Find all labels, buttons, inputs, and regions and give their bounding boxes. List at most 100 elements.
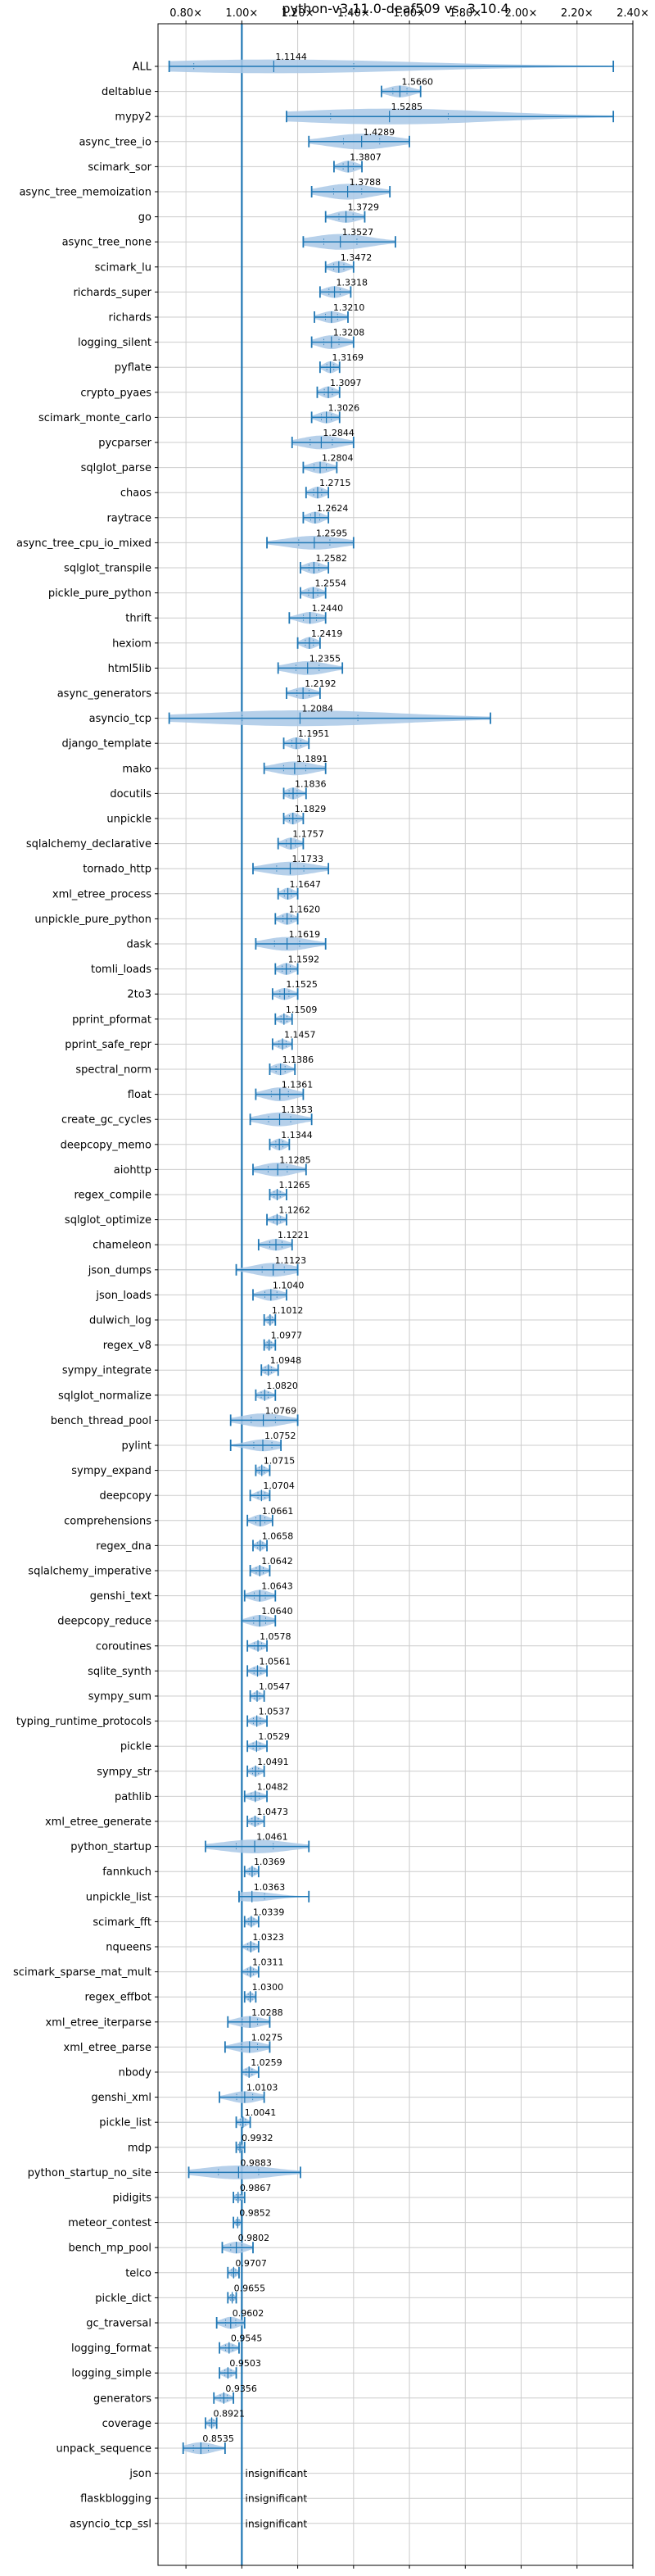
benchmark-label: nqueens	[106, 1942, 151, 1954]
benchmark-label: pickle_pure_python	[48, 587, 151, 600]
mean-value-label: 0.9602	[233, 2308, 264, 2319]
mean-value-label: 1.0473	[256, 1807, 288, 1817]
benchmark-label: pylint	[121, 1440, 151, 1453]
benchmark-label: hexiom	[112, 637, 151, 650]
benchmark-label: scimark_monte_carlo	[38, 412, 151, 424]
benchmark-label: genshi_text	[90, 1590, 151, 1603]
mean-value-label: 0.9932	[242, 2133, 273, 2143]
mean-value-label: 1.1221	[278, 1230, 309, 1240]
benchmark-label: pprint_safe_repr	[65, 1039, 151, 1051]
benchmark-label: richards_super	[73, 287, 151, 299]
benchmark-label: pickle_list	[99, 2117, 151, 2129]
benchmark-label: tornado_http	[83, 864, 151, 876]
benchmark-label: asyncio_tcp	[89, 713, 151, 725]
mean-value-label: 1.1123	[275, 1255, 307, 1266]
benchmark-label: float	[128, 1089, 151, 1101]
mean-value-label: 0.9852	[239, 2208, 271, 2219]
mean-value-label: 1.3026	[328, 402, 360, 413]
benchmark-label: logging_silent	[78, 337, 151, 349]
mean-value-label: 1.2624	[317, 503, 349, 514]
mean-value-label: 1.3318	[337, 277, 368, 288]
mean-value-label: 1.1265	[279, 1180, 311, 1190]
benchmark-label: richards	[109, 312, 152, 324]
mean-value-label: 1.0661	[262, 1506, 294, 1517]
mean-value-label: 1.2355	[309, 653, 341, 664]
benchmark-label: logging_format	[71, 2342, 151, 2355]
benchmark-label: bench_thread_pool	[51, 1415, 151, 1427]
benchmark-label: async_tree_memoization	[19, 187, 151, 199]
mean-value-label: 1.0482	[257, 1781, 289, 1792]
mean-value-label: 0.9802	[238, 2233, 270, 2243]
x-tick-label-top: 2.20×	[561, 7, 594, 20]
benchmark-label: deepcopy_reduce	[57, 1616, 151, 1628]
benchmark-label: mypy2	[115, 111, 151, 124]
benchmark-label: async_tree_io	[79, 136, 151, 148]
x-tick-label-top: 1.80×	[449, 7, 481, 20]
mean-value-label: 1.0300	[252, 1982, 284, 1993]
x-tick-label-top: 1.00×	[225, 7, 258, 20]
mean-value-label: 1.2554	[314, 578, 346, 589]
benchmark-label: typing_runtime_protocols	[16, 1716, 151, 1728]
mean-value-label: 1.0752	[264, 1431, 296, 1441]
benchmark-label: xml_etree_iterparse	[45, 2016, 151, 2029]
mean-value-label: 0.9503	[229, 2358, 261, 2369]
benchmark-label: async_tree_none	[62, 237, 151, 249]
benchmark-label: logging_simple	[71, 2368, 151, 2380]
benchmark-label: async_generators	[57, 688, 152, 701]
mean-value-label: 1.1344	[281, 1130, 313, 1141]
mean-value-label: 1.3169	[332, 352, 364, 363]
mean-value-label: 1.0363	[254, 1882, 286, 1893]
benchmark-label: raytrace	[106, 512, 151, 524]
benchmark-label: chameleon	[93, 1240, 151, 1252]
benchmark-label: sympy_str	[97, 1766, 151, 1778]
benchmark-label: regex_dna	[96, 1540, 151, 1553]
benchmark-label: go	[138, 211, 151, 224]
mean-value-label: 1.1525	[286, 979, 318, 990]
mean-value-label: 1.2419	[311, 628, 343, 639]
chart-title: python-v3.11.0-deaf509 vs. 3.10.4	[282, 1, 508, 16]
mean-value-label: 1.0529	[258, 1731, 290, 1742]
mean-value-label: 1.1757	[292, 829, 324, 840]
benchmark-label: coroutines	[96, 1640, 151, 1653]
benchmark-label: pathlib	[115, 1791, 151, 1803]
benchmark-label: regex_effbot	[84, 1992, 151, 2004]
mean-value-label: 1.0461	[256, 1832, 288, 1843]
mean-value-label: 1.1386	[282, 1054, 314, 1065]
mean-value-label: 1.3807	[350, 152, 382, 162]
mean-value-label: 1.2804	[322, 453, 354, 464]
benchmark-label: mdp	[128, 2142, 151, 2154]
benchmark-label: spectral_norm	[75, 1064, 151, 1077]
benchmark-label: thrift	[125, 613, 151, 625]
mean-value-label: 1.1012	[272, 1305, 304, 1316]
benchmark-label: fannkuch	[102, 1866, 151, 1879]
mean-value-label: 1.2595	[316, 528, 348, 538]
benchmark-label: docutils	[110, 788, 151, 800]
benchmark-label: asyncio_tcp_ssl	[70, 2518, 151, 2530]
mean-value-label: 1.0769	[265, 1405, 297, 1416]
mean-value-label: 1.2844	[323, 428, 355, 438]
benchmark-label: pycparser	[98, 438, 151, 450]
x-tick-label-top: 1.40×	[337, 7, 370, 20]
mean-value-label: 1.0491	[257, 1757, 289, 1767]
benchmark-label: scimark_lu	[95, 261, 151, 274]
benchmark-label: nbody	[119, 2067, 152, 2079]
mean-value-label: 1.1951	[298, 728, 330, 739]
mean-value-label: 1.0323	[252, 1932, 284, 1943]
benchmark-label: unpack_sequence	[56, 2443, 151, 2456]
mean-value-label: 1.1733	[291, 854, 323, 864]
mean-value-label: 1.0288	[251, 2007, 283, 2018]
mean-value-label: 1.1619	[289, 929, 321, 940]
mean-value-label: 1.0369	[254, 1857, 286, 1867]
mean-value-label: 1.1592	[288, 955, 320, 965]
benchmark-label: telco	[125, 2267, 151, 2279]
insignificant-label: insignificant	[245, 2467, 307, 2479]
mean-value-label: 0.9867	[240, 2183, 272, 2193]
mean-value-label: 1.0275	[251, 2032, 283, 2043]
benchmark-label: pyflate	[115, 362, 151, 374]
mean-value-label: 0.9655	[234, 2283, 266, 2293]
mean-value-label: 1.0640	[261, 1606, 293, 1617]
insignificant-label: insignificant	[245, 2517, 307, 2529]
benchmark-label: regex_compile	[74, 1190, 151, 1202]
benchmark-label: json	[129, 2468, 151, 2480]
